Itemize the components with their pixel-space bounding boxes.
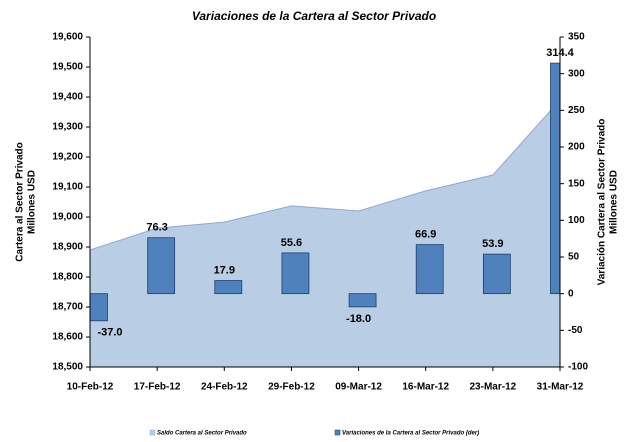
y2-tick-label: 350	[568, 32, 585, 43]
x-tick-label: 16-Mar-12	[402, 382, 449, 393]
y2-tick-label: 100	[568, 215, 585, 226]
x-tick-label: 23-Mar-12	[470, 382, 517, 393]
y2-tick-label: 50	[568, 252, 580, 263]
y-tick-label: 18,500	[52, 362, 83, 373]
area	[90, 100, 560, 367]
y-axis-title: Millones USD	[27, 170, 38, 234]
y2-tick-label: -50	[568, 325, 583, 336]
y-tick-label: 19,200	[52, 152, 83, 163]
x-tick-label: 17-Feb-12	[134, 382, 181, 393]
bar	[90, 293, 108, 322]
value-label: 17.9	[214, 264, 235, 276]
y-tick-label: 19,300	[52, 122, 83, 133]
bar	[281, 252, 310, 295]
area-line	[89, 99, 561, 251]
y-tick-label: 18,700	[52, 302, 83, 313]
y-tick-label: 19,000	[52, 212, 83, 223]
y-tick-label: 19,500	[52, 62, 83, 73]
x-tick-label: 31-Mar-12	[537, 382, 584, 393]
bar	[415, 244, 444, 295]
legend-swatch	[149, 429, 156, 436]
y2-tick-label: -100	[568, 362, 588, 373]
y2-tick-label: 300	[568, 68, 585, 79]
y-tick-label: 18,600	[52, 332, 83, 343]
y2-tick-label: 200	[568, 142, 585, 153]
x-tick-label: 09-Mar-12	[335, 382, 382, 393]
chart-title: Variaciones de la Cartera al Sector Priv…	[192, 9, 436, 23]
y-tick-label: 18,900	[52, 242, 83, 253]
value-label: -18.0	[346, 313, 371, 325]
value-label: 66.9	[415, 229, 436, 241]
y-tick-label: 19,400	[52, 92, 83, 103]
bar	[550, 62, 560, 295]
value-label: -37.0	[97, 327, 122, 339]
y-tick-label: 19,100	[52, 182, 83, 193]
y-axis-title: Cartera al Sector Privado	[15, 142, 26, 262]
bar	[147, 237, 176, 295]
value-label: 55.6	[281, 237, 302, 249]
y2-tick-label: 250	[568, 105, 585, 116]
y2-axis-title: Variación Cartera al Sector Privado	[597, 119, 608, 286]
legend-swatch	[334, 429, 341, 436]
x-tick-label: 10-Feb-12	[67, 382, 114, 393]
bar	[214, 280, 243, 295]
x-tick-label: 29-Feb-12	[268, 382, 315, 393]
y2-tick-label: 150	[568, 178, 585, 189]
legend-label: Variaciones de la Cartera al Sector Priv…	[342, 431, 479, 437]
bar	[482, 253, 511, 295]
y-tick-label: 18,800	[52, 272, 83, 283]
y2-axis-title: Millones USD	[609, 170, 620, 234]
y2-tick-label: 0	[568, 288, 574, 299]
legend-label: Saldo Cartera al Sector Privado	[157, 431, 247, 437]
value-label: 53.9	[482, 238, 503, 250]
y-tick-label: 19,600	[52, 32, 83, 43]
x-tick-label: 24-Feb-12	[201, 382, 248, 393]
value-label: 76.3	[146, 222, 167, 234]
bar	[348, 293, 377, 308]
